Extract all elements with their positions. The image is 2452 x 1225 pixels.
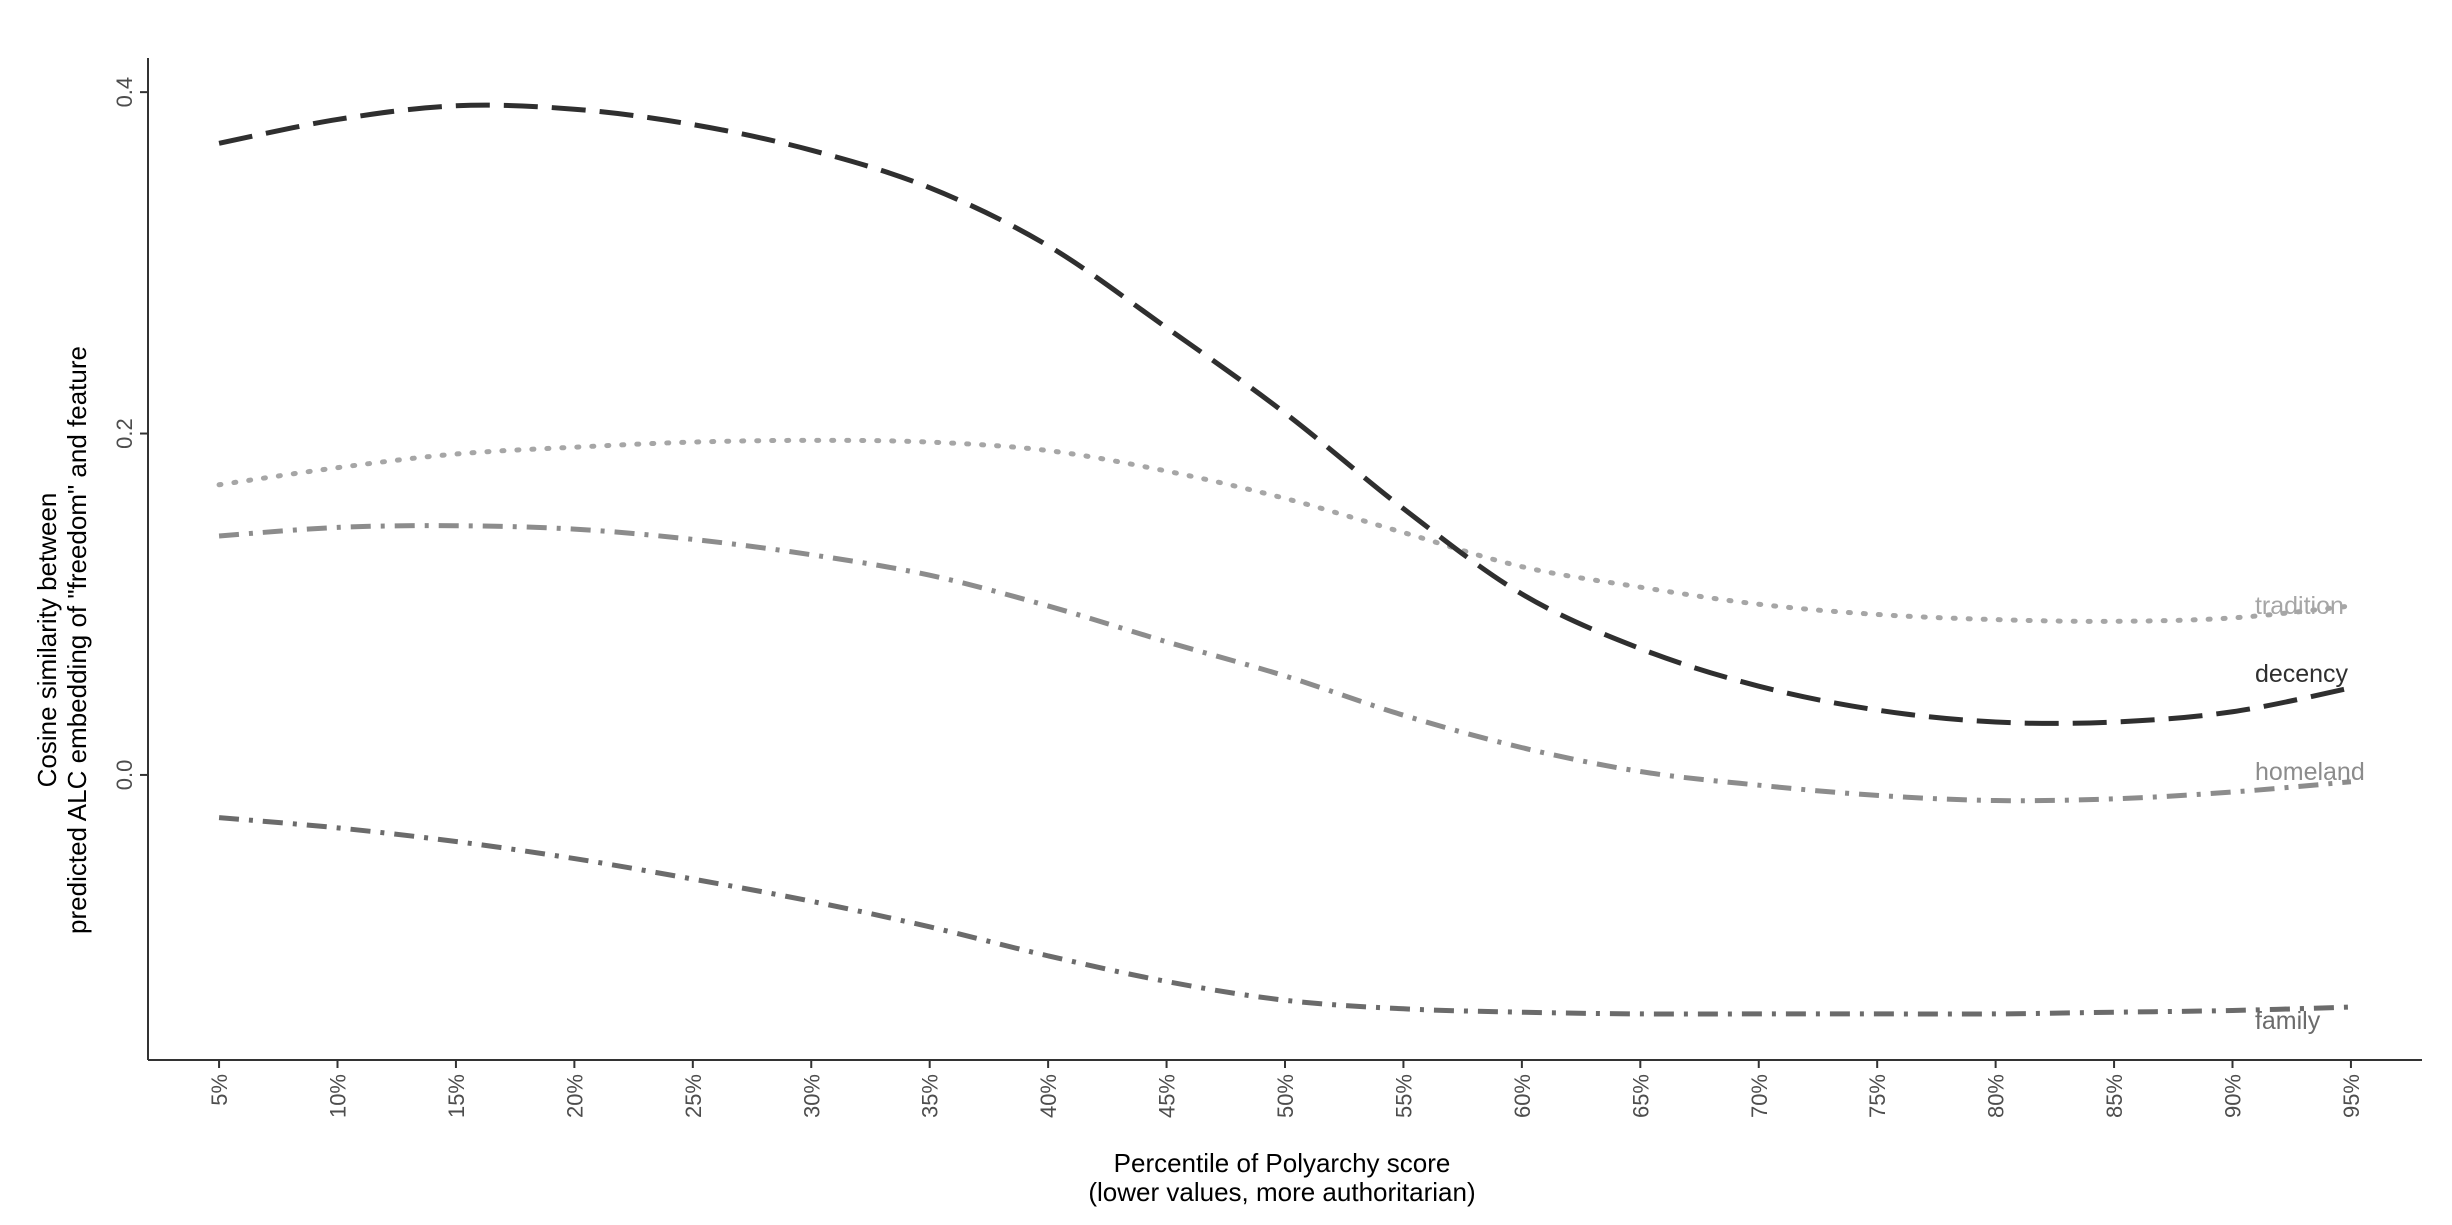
x-tick-label: 75% (1865, 1074, 1890, 1118)
x-tick-label: 85% (2102, 1074, 2127, 1118)
x-tick-label: 10% (326, 1074, 351, 1118)
x-tick-label: 55% (1391, 1074, 1416, 1118)
series-label-family: family (2255, 1007, 2321, 1035)
x-tick-label: 35% (918, 1074, 943, 1118)
y-tick-label: 0.4 (112, 77, 137, 108)
x-tick-label: 40% (1036, 1074, 1061, 1118)
x-tick-label: 70% (1747, 1074, 1772, 1118)
x-tick-label: 5% (207, 1074, 232, 1106)
y-tick-label: 0.0 (112, 760, 137, 791)
x-tick-label: 25% (681, 1074, 706, 1118)
x-tick-label: 60% (1510, 1074, 1535, 1118)
y-axis-title-line-2: predicted ALC embedding of "freedom" and… (62, 346, 92, 934)
y-tick-label: 0.2 (112, 418, 137, 449)
series-line-decency (218, 102, 2352, 726)
x-tick-label: 20% (562, 1074, 587, 1118)
series-line-family (218, 815, 2352, 1017)
x-tick-label: 80% (1984, 1074, 2009, 1118)
x-tick-label: 30% (799, 1074, 824, 1118)
series-label-decency: decency (2255, 660, 2349, 688)
x-tick-label: 65% (1628, 1074, 1653, 1118)
x-axis-title-line-2: (lower values, more authoritarian) (1088, 1177, 1475, 1207)
x-axis-title-line-1: Percentile of Polyarchy score (1114, 1148, 1451, 1178)
x-tick-label: 50% (1273, 1074, 1298, 1118)
x-tick-label: 90% (2221, 1074, 2246, 1118)
x-tick-label: 95% (2339, 1074, 2364, 1118)
series-label-tradition: tradition (2255, 592, 2344, 620)
series-label-homeland: homeland (2255, 758, 2365, 786)
x-tick-label: 15% (444, 1074, 469, 1118)
x-ticks: 5% 10% 15% 20% 25% 30% 35% 40% 45% 50% 55% 60% 65% 70… (207, 1060, 2364, 1118)
y-axis-title: Cosine similarity between predicted ALC … (32, 346, 92, 934)
y-ticks: 0.0 0.2 0.4 (112, 77, 148, 790)
series-labels: tradition decency homeland family (2255, 592, 2365, 1035)
y-axis-title-line-1: Cosine similarity between (32, 493, 62, 788)
axes (147, 58, 2422, 1061)
series-line-tradition (216, 437, 2354, 624)
series-lines (216, 102, 2354, 1017)
x-tick-label: 45% (1155, 1074, 1180, 1118)
series-line-homeland (218, 523, 2352, 804)
